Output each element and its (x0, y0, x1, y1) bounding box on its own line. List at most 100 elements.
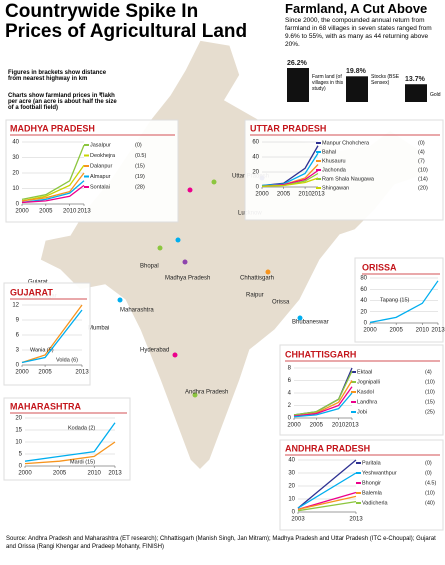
line (261, 177, 319, 187)
legend-label: Jasalpur (90, 142, 111, 148)
legend-label: Kodada (2) (68, 425, 95, 431)
x-tick-label: 2010 (298, 192, 312, 198)
line (297, 459, 357, 509)
legend-label: Bhongir (362, 480, 381, 486)
line (369, 280, 439, 324)
y-tick-label: 8 (288, 366, 292, 372)
x-tick-label: 2013 (311, 192, 325, 198)
chart-panel (3, 282, 91, 386)
chart-title: MADHYA PRADESH (10, 123, 95, 133)
legend-distance: (4) (425, 369, 432, 375)
line (297, 500, 357, 512)
line (21, 309, 83, 364)
line (293, 370, 353, 416)
legend-distance: (20) (418, 185, 428, 191)
chart-panel (354, 257, 444, 343)
value-label: 19.8% (346, 68, 367, 75)
line (21, 144, 85, 200)
x-tick-label: 2005 (38, 370, 52, 376)
legend-distance: (10) (425, 379, 435, 385)
legend-label: Bahal (322, 149, 336, 155)
legend-distance: (40) (425, 500, 435, 506)
x-tick-label: 2010 (332, 423, 346, 429)
title: Countrywide Spike In Prices of Agricultu… (5, 2, 247, 42)
legend-label: Mardi (15) (70, 459, 95, 465)
line (21, 304, 83, 364)
legend-distance: (10) (425, 490, 435, 496)
bar-category: Farm land (of villages in this study) (312, 74, 344, 92)
y-tick-label: 2 (288, 403, 292, 409)
y-tick-label: 10 (288, 497, 295, 503)
legend-label: Kasdol (357, 389, 374, 395)
chart-title: CHHATTISGARH (285, 349, 356, 359)
map-label: Chhattisgarh (240, 276, 274, 282)
y-tick-label: 30 (288, 471, 295, 477)
map-label: Hyderabad (140, 348, 169, 354)
legend-distance: (25) (425, 409, 435, 415)
chart-title: UTTAR PRADESH (250, 123, 326, 133)
y-tick-label: 5 (19, 452, 23, 458)
chart-panel (5, 119, 179, 223)
x-tick-label: 2013 (108, 471, 122, 477)
map-label: Madhya Pradesh (165, 276, 210, 282)
title-line: Countrywide Spike In (5, 1, 199, 22)
x-tick-label: 2005 (53, 471, 67, 477)
line (293, 386, 353, 417)
chart-panel (244, 119, 444, 221)
legend-distance: (15) (425, 399, 435, 405)
legend-label: Jachonda (322, 167, 347, 173)
value-label: 13.7% (405, 76, 426, 83)
line (21, 184, 85, 204)
bar (346, 76, 368, 102)
legend-distance: (14) (418, 176, 428, 182)
legend-distance: (0) (425, 460, 432, 466)
y-tick-label: 40 (360, 298, 367, 304)
y-tick-label: 60 (360, 287, 367, 293)
source: Source: Andhra Pradesh and Maharashtra (… (6, 536, 436, 550)
line (293, 392, 353, 418)
x-tick-label: 2005 (277, 192, 291, 198)
line (261, 152, 319, 187)
legend-label: Khusauru (322, 158, 346, 164)
legend-distance: (28) (135, 184, 145, 190)
legend-label: Manpur Chohchera (322, 140, 370, 146)
legend-distance: (0.5) (135, 153, 146, 159)
value-label: 26.2% (287, 60, 308, 67)
x-tick-label: 2005 (310, 423, 324, 429)
x-tick-label: 2000 (363, 328, 377, 334)
y-tick-label: 6 (288, 378, 292, 384)
map-label: Orissa (272, 300, 290, 306)
y-tick-label: 20 (252, 170, 259, 176)
x-tick-label: 2005 (39, 209, 53, 215)
y-tick-label: 0 (288, 416, 292, 422)
y-tick-label: 12 (12, 303, 19, 309)
legend-label: Almapur (90, 174, 111, 180)
line (24, 441, 116, 465)
map-label: Bhubaneswar (292, 320, 329, 326)
x-tick-label: 2013 (75, 370, 89, 376)
chart-panel (279, 344, 444, 436)
y-tick-label: 4 (288, 391, 292, 397)
side-text: Since 2000, the compounded annual return… (285, 17, 432, 48)
y-tick-label: 3 (16, 348, 20, 354)
x-tick-label: 2010 (63, 209, 77, 215)
y-tick-label: 20 (15, 416, 22, 422)
legend-distance: (4.5) (425, 480, 436, 486)
legend-label: Ektaal (357, 369, 372, 375)
y-tick-label: 10 (15, 440, 22, 446)
legend-label: Balemla (362, 490, 383, 496)
legend-distance: (0) (425, 470, 432, 476)
y-tick-label: 40 (12, 140, 19, 146)
legend-label: Yeshwanthpur (362, 470, 397, 476)
y-tick-label: 0 (19, 464, 23, 470)
bar-category: Stocks (BSE Sensex) (371, 74, 400, 86)
note: Figures in brackets show distance from n… (8, 70, 107, 82)
line (297, 472, 357, 509)
legend-distance: (0) (135, 142, 142, 148)
map-label: Maharashtra (120, 308, 154, 314)
line (21, 172, 85, 202)
legend-label: Dalanpur (90, 163, 112, 169)
y-tick-label: 9 (16, 318, 20, 324)
y-tick-label: 0 (16, 363, 20, 369)
legend-distance: (19) (135, 174, 145, 180)
